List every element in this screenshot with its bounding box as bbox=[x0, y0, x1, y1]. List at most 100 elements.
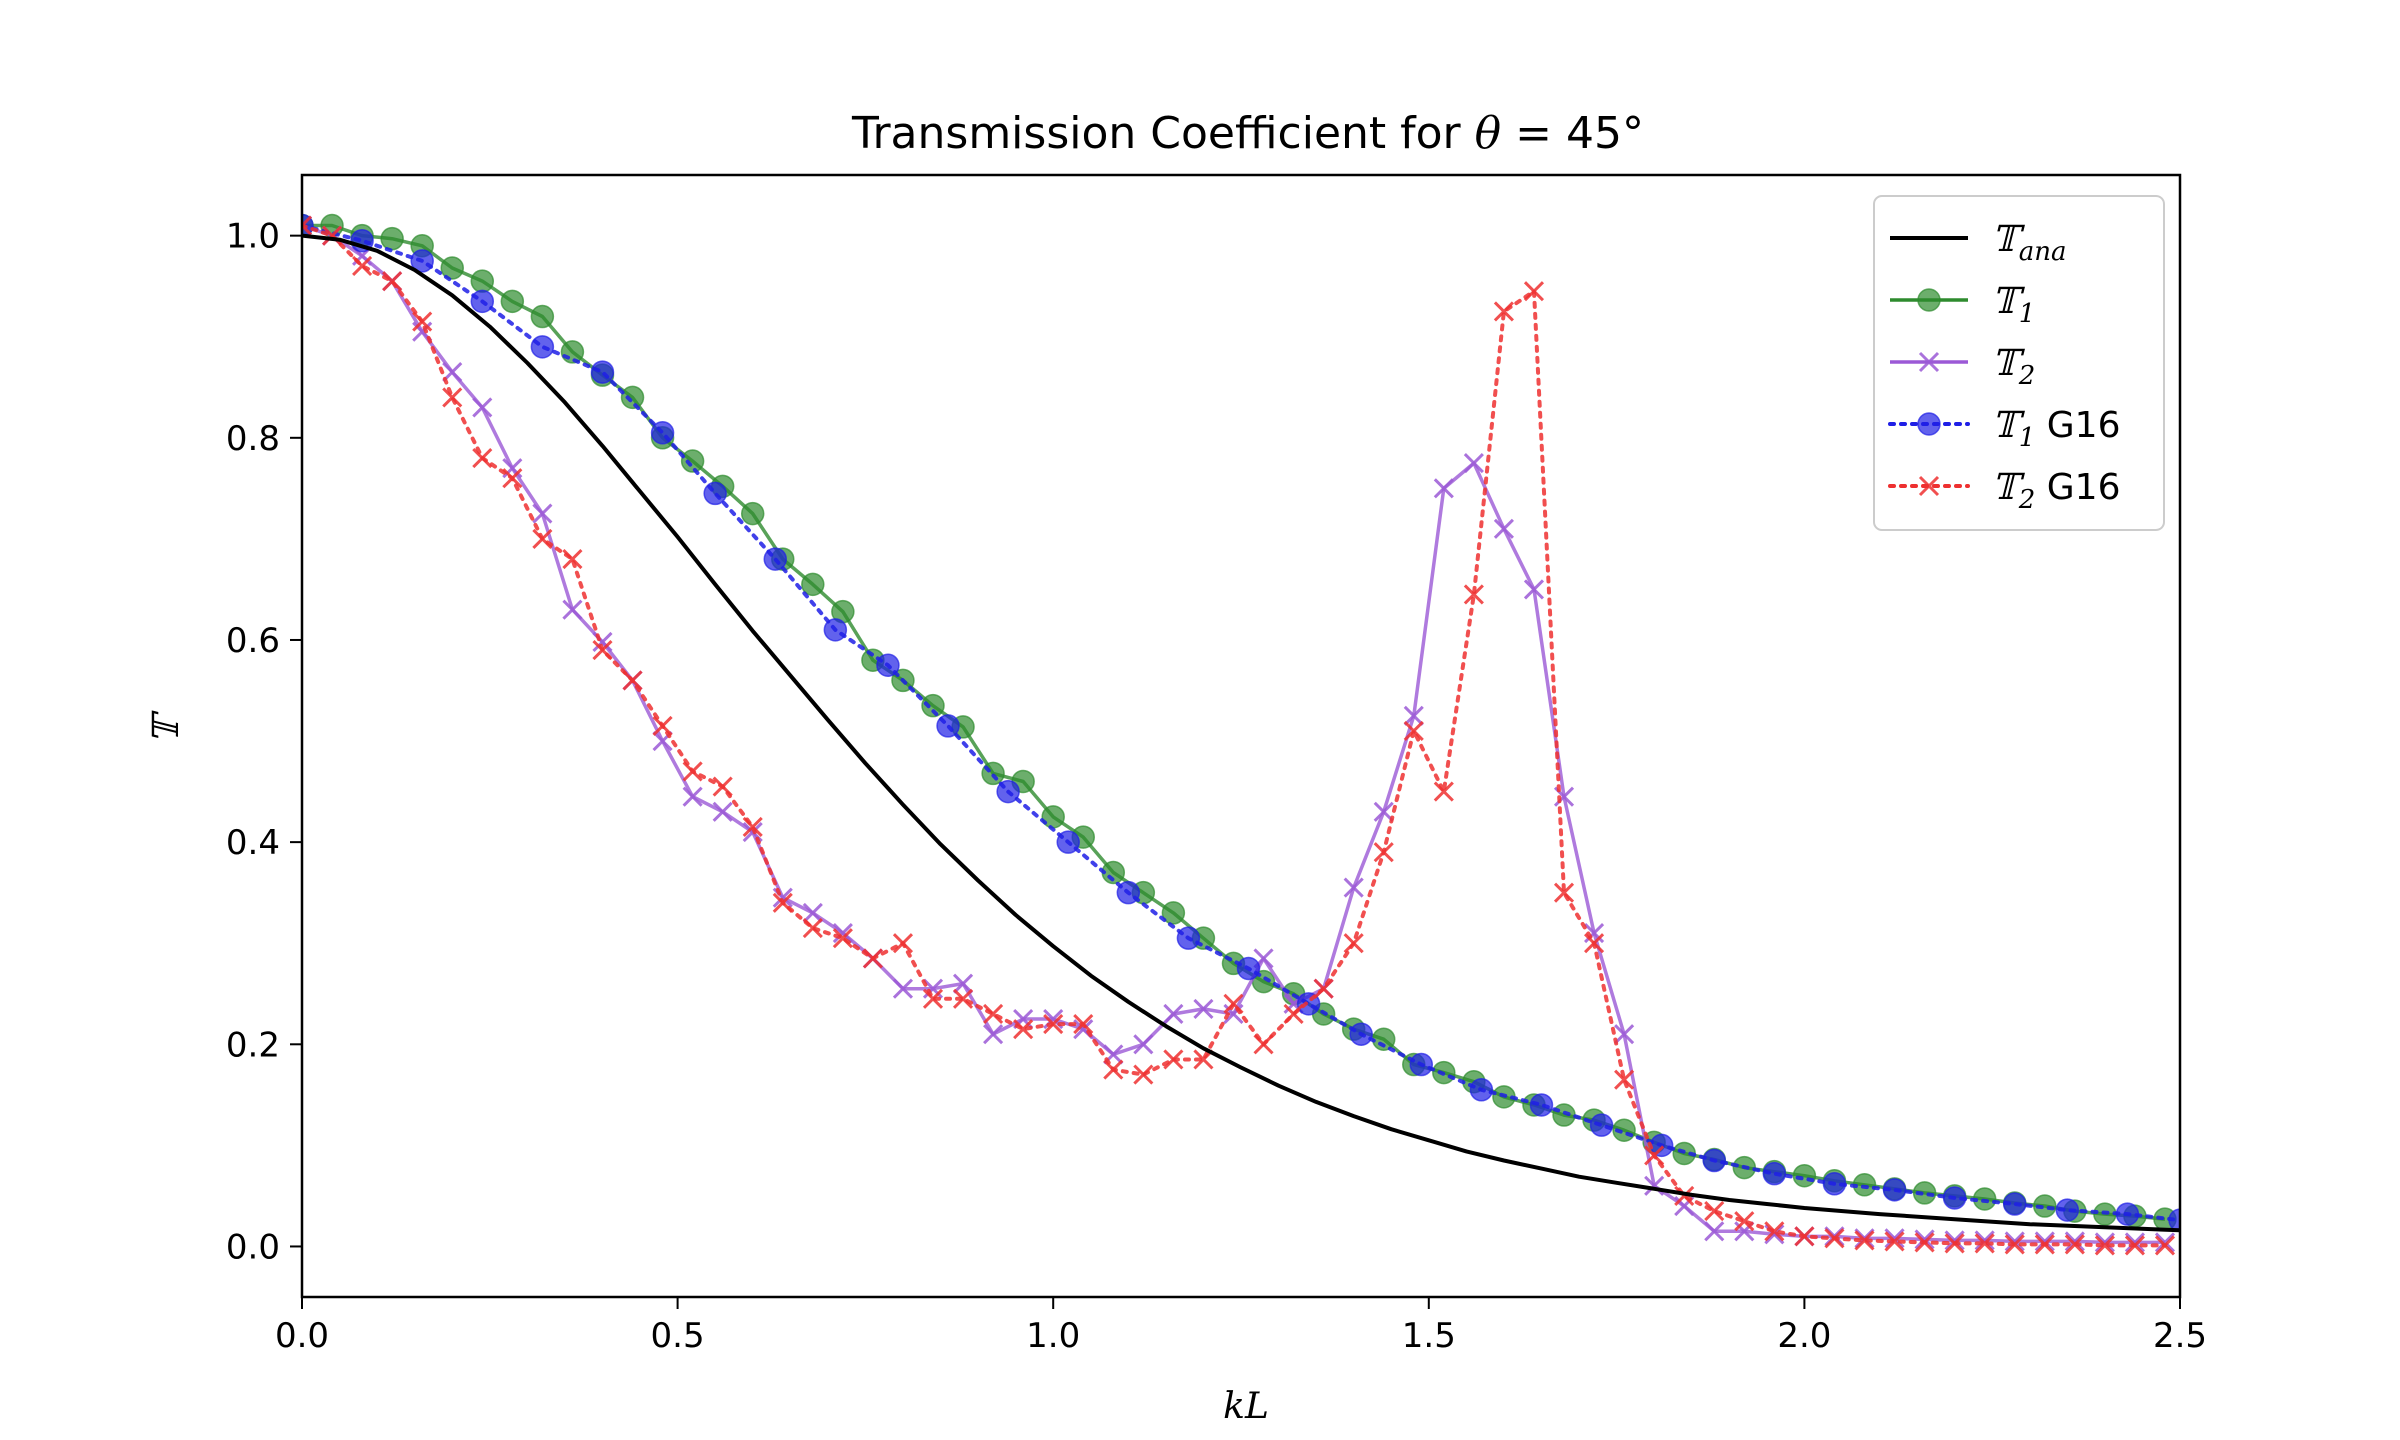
series-3-point bbox=[1702, 1148, 1727, 1173]
series-4-point bbox=[1073, 1014, 1094, 1035]
series-2-point bbox=[712, 801, 733, 822]
series-2-point bbox=[952, 973, 974, 994]
series-2-point bbox=[1373, 801, 1394, 822]
y-axis-label: 𝕋 bbox=[146, 710, 187, 743]
series-3-point bbox=[1529, 1093, 1554, 1117]
series-3-point bbox=[302, 213, 314, 238]
series-2-point bbox=[1133, 1034, 1154, 1055]
series-4-point bbox=[2124, 1235, 2145, 1256]
series-4-point bbox=[2064, 1234, 2085, 1255]
series-4-point bbox=[1674, 1185, 1695, 1206]
series-3-point bbox=[1056, 830, 1080, 854]
x-axis-label: kL bbox=[1223, 1386, 1269, 1427]
chart-title-symbol: θ bbox=[1475, 108, 1502, 159]
series-1-point bbox=[1912, 1181, 1937, 1205]
series-3-point bbox=[1822, 1172, 1847, 1196]
series-3-point bbox=[1589, 1113, 1614, 1137]
series-3-point bbox=[590, 360, 615, 384]
series-2-point bbox=[502, 458, 523, 479]
series-4-point bbox=[412, 311, 433, 332]
series-3-point bbox=[876, 653, 900, 677]
x-tick-label: 2.0 bbox=[1777, 1316, 1831, 1356]
series-3-point bbox=[410, 249, 434, 273]
series-4-point bbox=[682, 761, 703, 782]
series-4-point bbox=[562, 549, 583, 570]
series-4-point bbox=[1884, 1231, 1905, 1252]
series-4-point bbox=[1223, 993, 1244, 1014]
series-group bbox=[302, 213, 2180, 1256]
series-4-point bbox=[1493, 301, 1514, 322]
series-3-point bbox=[996, 779, 1020, 804]
series-1-point bbox=[801, 572, 825, 597]
series-1-point bbox=[1792, 1163, 1817, 1188]
series-4-point bbox=[321, 225, 343, 246]
series-4-point bbox=[502, 468, 523, 489]
series-4-point bbox=[1013, 1019, 1034, 1040]
series-4-point bbox=[592, 640, 613, 661]
legend-marker bbox=[1917, 412, 1941, 436]
series-2-point bbox=[2064, 1231, 2085, 1252]
series-3-point bbox=[1176, 926, 1201, 950]
series-3-point bbox=[650, 421, 675, 445]
series-4-point bbox=[652, 715, 673, 736]
x-tick-label: 2.5 bbox=[2153, 1316, 2207, 1356]
x-tick-label: 0.5 bbox=[651, 1316, 705, 1356]
series-3-point bbox=[1349, 1022, 1373, 1046]
series-2-point bbox=[1433, 478, 1454, 499]
series-4-point bbox=[1614, 1069, 1635, 1090]
series-4-point bbox=[622, 670, 643, 691]
series-4-point bbox=[1824, 1228, 1845, 1249]
series-4-point bbox=[1523, 281, 1545, 302]
series-3-point bbox=[1409, 1052, 1434, 1077]
series-4 bbox=[302, 215, 2176, 1256]
series-4-point bbox=[802, 917, 823, 939]
series-3-point bbox=[1116, 880, 1141, 905]
series-4-point bbox=[2034, 1234, 2055, 1255]
series-4-point bbox=[1373, 842, 1394, 863]
series-4-point bbox=[382, 271, 403, 292]
series-4-point bbox=[832, 928, 853, 949]
series-3-point bbox=[1236, 956, 1261, 981]
series-4-point bbox=[1974, 1233, 1995, 1254]
series-2-point bbox=[2004, 1231, 2025, 1252]
series-line-0 bbox=[302, 233, 2180, 1233]
series-2-point bbox=[1163, 1003, 1184, 1025]
series-4-point bbox=[983, 1003, 1004, 1025]
y-tick-label: 0.6 bbox=[226, 621, 280, 661]
legend-marker bbox=[1917, 288, 1941, 312]
chart-title-suffix: = 45° bbox=[1501, 108, 1644, 159]
series-2-point bbox=[1193, 998, 1214, 1019]
y-tick-label: 0.8 bbox=[226, 419, 280, 459]
series-1-point bbox=[470, 269, 495, 293]
series-1-point bbox=[740, 501, 765, 526]
series-4-point bbox=[952, 988, 974, 1009]
series-2-point bbox=[472, 397, 493, 418]
series-4-point bbox=[862, 948, 883, 969]
series-3-point bbox=[823, 618, 848, 642]
series-4-point bbox=[442, 387, 463, 408]
series-1-point bbox=[2033, 1194, 2057, 1218]
series-0 bbox=[302, 233, 2180, 1233]
series-1-point bbox=[380, 226, 404, 251]
series-2-point bbox=[1614, 1024, 1635, 1045]
series-4-point bbox=[1583, 933, 1605, 954]
series-2-point bbox=[682, 786, 703, 807]
series-3 bbox=[302, 213, 2180, 1232]
plot-frame bbox=[300, 173, 2182, 1299]
series-3-point bbox=[1882, 1178, 1907, 1202]
series-4-point bbox=[2094, 1235, 2115, 1256]
series-2-point bbox=[1974, 1230, 1995, 1251]
legend-entry: 𝕋2 G16 bbox=[1888, 467, 2121, 515]
series-3-point bbox=[936, 714, 960, 738]
series-2-point bbox=[1944, 1230, 1965, 1251]
series-2-point bbox=[983, 1024, 1004, 1045]
series-3-point bbox=[1942, 1186, 1967, 1210]
series-4-point bbox=[532, 528, 553, 549]
series-2-point bbox=[2154, 1232, 2176, 1253]
series-2-point bbox=[532, 503, 553, 524]
series-3-point bbox=[2055, 1198, 2080, 1222]
legend-label: 𝕋ana bbox=[1992, 219, 2067, 267]
series-4-point bbox=[1403, 720, 1424, 742]
series-1-point bbox=[530, 304, 555, 329]
